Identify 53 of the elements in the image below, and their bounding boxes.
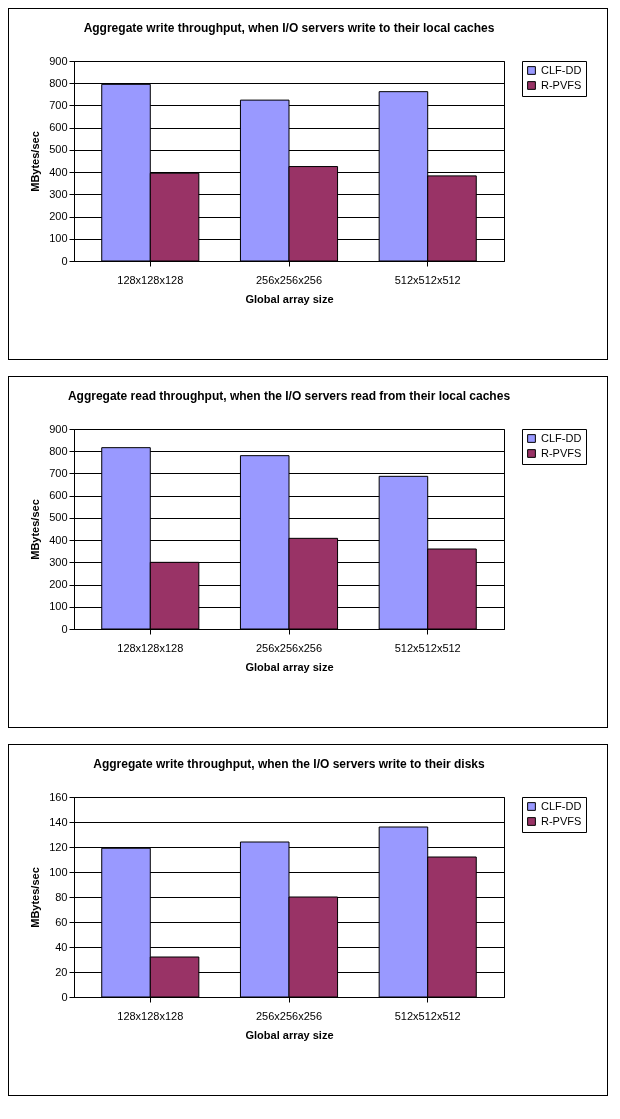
y-tick-label: 500 [49, 143, 68, 156]
y-tick-label: 300 [49, 555, 68, 568]
y-tick-label: 60 [55, 915, 68, 928]
chart-title: Aggregate read throughput, when the I/O servers read from their local caches [67, 389, 511, 403]
x-tick-label: 256x256x256 [255, 273, 323, 286]
x-tick-label: 512x512x512 [394, 273, 461, 286]
x-axis-title: Global array size [245, 660, 334, 673]
y-tick-label: 400 [49, 533, 68, 546]
x-tick-label: 128x128x128 [117, 273, 184, 286]
y-tick-label: 20 [55, 965, 68, 978]
x-axis-title: Global array size [245, 1028, 334, 1041]
chart-title: Aggregate write throughput, when the I/O servers write to their disks [93, 757, 486, 771]
y-tick-label: 0 [61, 990, 68, 1003]
y-axis-title: MBytes/sec [29, 499, 42, 560]
y-tick-label: 80 [55, 890, 68, 903]
legend-label: R-PVFS [541, 446, 582, 459]
y-tick-label: 800 [49, 76, 68, 89]
legend-label: CLF-DD [541, 63, 582, 76]
y-tick-label: 900 [49, 422, 68, 435]
y-tick-label: 700 [49, 466, 68, 479]
y-tick-label: 400 [49, 165, 68, 178]
y-tick-label: 900 [49, 54, 68, 67]
x-tick-label: 128x128x128 [117, 641, 184, 654]
x-tick-label: 256x256x256 [255, 641, 323, 654]
y-tick-label: 700 [49, 98, 68, 111]
x-axis-title: Global array size [245, 292, 334, 305]
chart-title: Aggregate write throughput, when I/O servers write to their local caches [83, 21, 495, 35]
x-tick-label: 512x512x512 [394, 641, 461, 654]
y-tick-label: 100 [49, 232, 68, 245]
y-tick-label: 100 [49, 600, 68, 613]
y-tick-label: 120 [49, 840, 68, 853]
y-tick-label: 160 [49, 790, 68, 803]
y-tick-label: 600 [49, 121, 68, 134]
y-tick-label: 140 [49, 815, 68, 828]
y-axis-title: MBytes/sec [29, 131, 42, 192]
y-tick-label: 200 [49, 210, 68, 223]
y-tick-label: 0 [61, 254, 68, 267]
y-tick-label: 40 [55, 940, 68, 953]
y-tick-label: 200 [49, 578, 68, 591]
legend-label: R-PVFS [541, 78, 582, 91]
x-tick-label: 128x128x128 [117, 1009, 184, 1022]
y-axis-title: MBytes/sec [29, 867, 42, 928]
legend-label: CLF-DD [541, 799, 582, 812]
x-tick-label: 512x512x512 [394, 1009, 461, 1022]
y-tick-label: 600 [49, 489, 68, 502]
x-tick-label: 256x256x256 [255, 1009, 323, 1022]
legend-label: CLF-DD [541, 431, 582, 444]
y-tick-label: 800 [49, 444, 68, 457]
y-tick-label: 300 [49, 187, 68, 200]
y-tick-label: 100 [49, 865, 68, 878]
legend-label: R-PVFS [541, 814, 582, 827]
y-tick-label: 500 [49, 511, 68, 524]
y-tick-label: 0 [61, 622, 68, 635]
